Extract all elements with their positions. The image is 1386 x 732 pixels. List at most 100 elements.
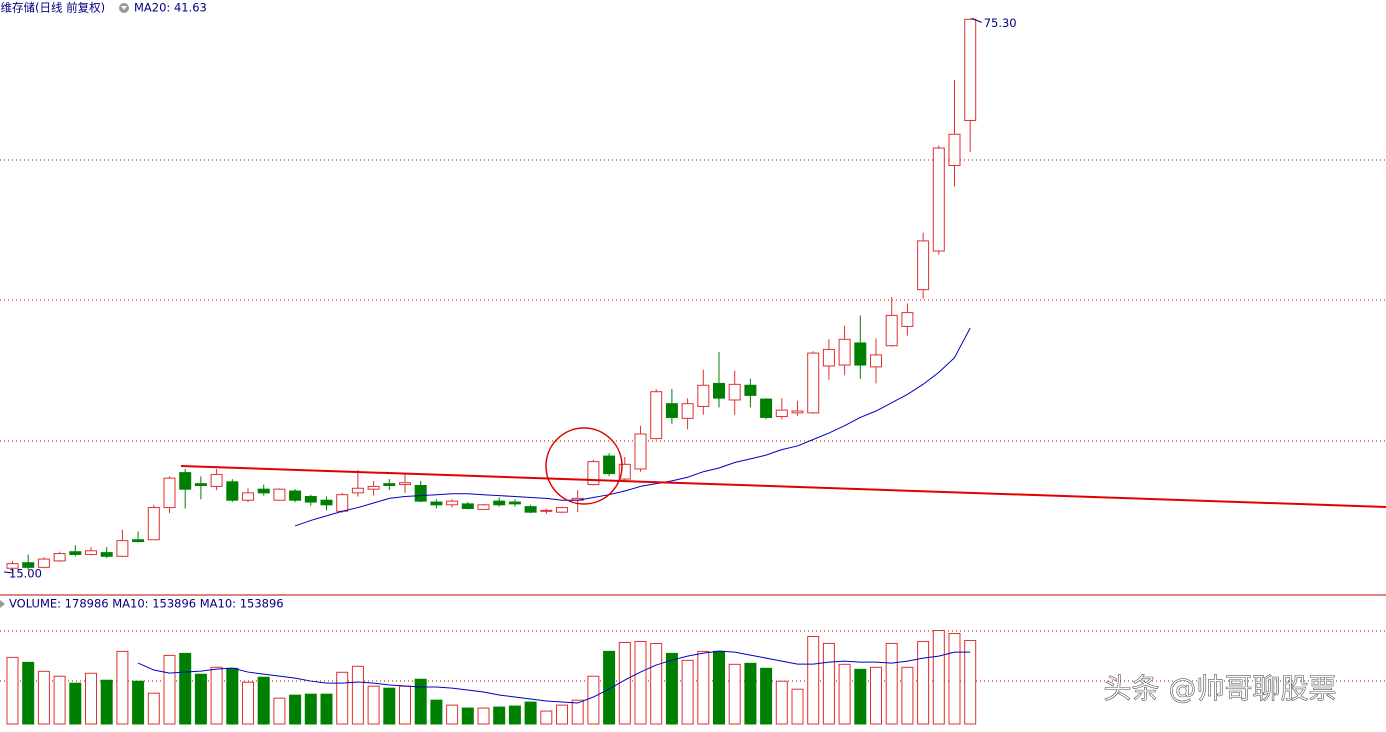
candle-body (351, 487, 364, 494)
candle-body (226, 481, 239, 501)
volume-bar (713, 650, 725, 725)
volume-bar (587, 675, 600, 725)
volume-bar (210, 666, 223, 725)
candle-body (85, 550, 97, 555)
volume-bar (556, 704, 568, 725)
candle-body (22, 562, 35, 568)
volume-bar (163, 654, 176, 725)
volume-bar (665, 652, 678, 725)
volume-bar (618, 641, 631, 725)
candle-body (870, 354, 882, 368)
volume-bar (430, 699, 443, 725)
candle-body (665, 403, 678, 418)
candle-body (69, 551, 82, 555)
volume-bar (273, 697, 286, 725)
volume-bar (791, 688, 804, 725)
candle-body (901, 312, 914, 327)
volume-bar (932, 630, 945, 725)
candle-body (383, 483, 396, 486)
volume-bar (100, 679, 113, 725)
volume-ma10-line (137, 650, 971, 704)
watermark: 头条 @帅哥聊股票 (1104, 672, 1337, 705)
volume-bar (917, 640, 930, 725)
volume-bar (414, 678, 427, 725)
volume-bar (681, 659, 694, 725)
volume-bar (336, 671, 349, 725)
candle-body (194, 483, 207, 486)
chart-title: 佰维存储(日线 前复权) (0, 1, 105, 15)
volume-bar (194, 673, 207, 725)
candle-body (917, 240, 930, 291)
candle-body (854, 342, 867, 366)
ma20-line (294, 327, 971, 527)
volume-bar (948, 633, 961, 725)
volume-bar (493, 706, 506, 725)
candle-body (556, 507, 568, 513)
volume-bar (351, 665, 364, 725)
candle-body (697, 384, 710, 407)
candle-body (508, 501, 521, 505)
candle-body (744, 384, 757, 396)
candle-body (650, 391, 663, 440)
volume-bar (508, 705, 521, 725)
volume-bar (22, 661, 35, 725)
volume-bar (242, 681, 254, 725)
volume-icon (0, 600, 5, 608)
volume-bar (257, 676, 270, 725)
ma-icon-arrow (121, 6, 127, 10)
volume-bar (53, 675, 66, 725)
candle-body (179, 472, 192, 490)
candle-body (932, 147, 945, 252)
candle-body (6, 563, 19, 569)
trend-line (180, 465, 1386, 508)
candle-body (37, 558, 50, 568)
high-label: 75.30 (984, 16, 1017, 30)
volume-bar (571, 699, 584, 725)
candle-body (430, 501, 443, 506)
volume-bar (147, 692, 160, 725)
candle-body (210, 473, 223, 487)
candle-body (540, 509, 553, 512)
volume-bar (870, 666, 882, 725)
volume-bar (650, 642, 663, 725)
candle-body (53, 553, 66, 562)
candle-body (116, 540, 129, 557)
candle-body (885, 314, 898, 347)
candle-body (273, 488, 286, 501)
candle-body (728, 383, 741, 401)
volume-bar (728, 663, 741, 725)
candle-body (681, 403, 694, 419)
candle-body (399, 482, 411, 486)
candle-body (948, 133, 961, 167)
candle-body (257, 488, 270, 494)
candle-body (964, 18, 977, 121)
candle-body (634, 433, 647, 470)
volume-bar (6, 656, 19, 725)
volume-bar (838, 663, 851, 725)
candle-body (446, 500, 459, 506)
volume-bar (744, 662, 757, 725)
candle-body (760, 398, 773, 418)
volume-bar (37, 670, 50, 725)
volume-bar (179, 652, 192, 725)
candle-body (477, 504, 490, 510)
volume-bar (383, 687, 396, 725)
volume-bar (901, 666, 914, 725)
candle-body (336, 494, 349, 512)
volume-bar (603, 650, 616, 725)
candle-body (367, 485, 380, 490)
volume-bar (807, 636, 820, 725)
volume-bar (854, 668, 867, 725)
volume-bar (399, 685, 411, 725)
volume-bar (524, 701, 537, 725)
candle-body (618, 463, 631, 480)
volume-bar (85, 672, 97, 725)
volume-bar (634, 640, 647, 725)
volume-bar (885, 642, 898, 725)
volume-bar (132, 680, 145, 725)
candle-body (414, 484, 427, 502)
candle-body (713, 382, 725, 399)
volume-bar (289, 694, 302, 725)
